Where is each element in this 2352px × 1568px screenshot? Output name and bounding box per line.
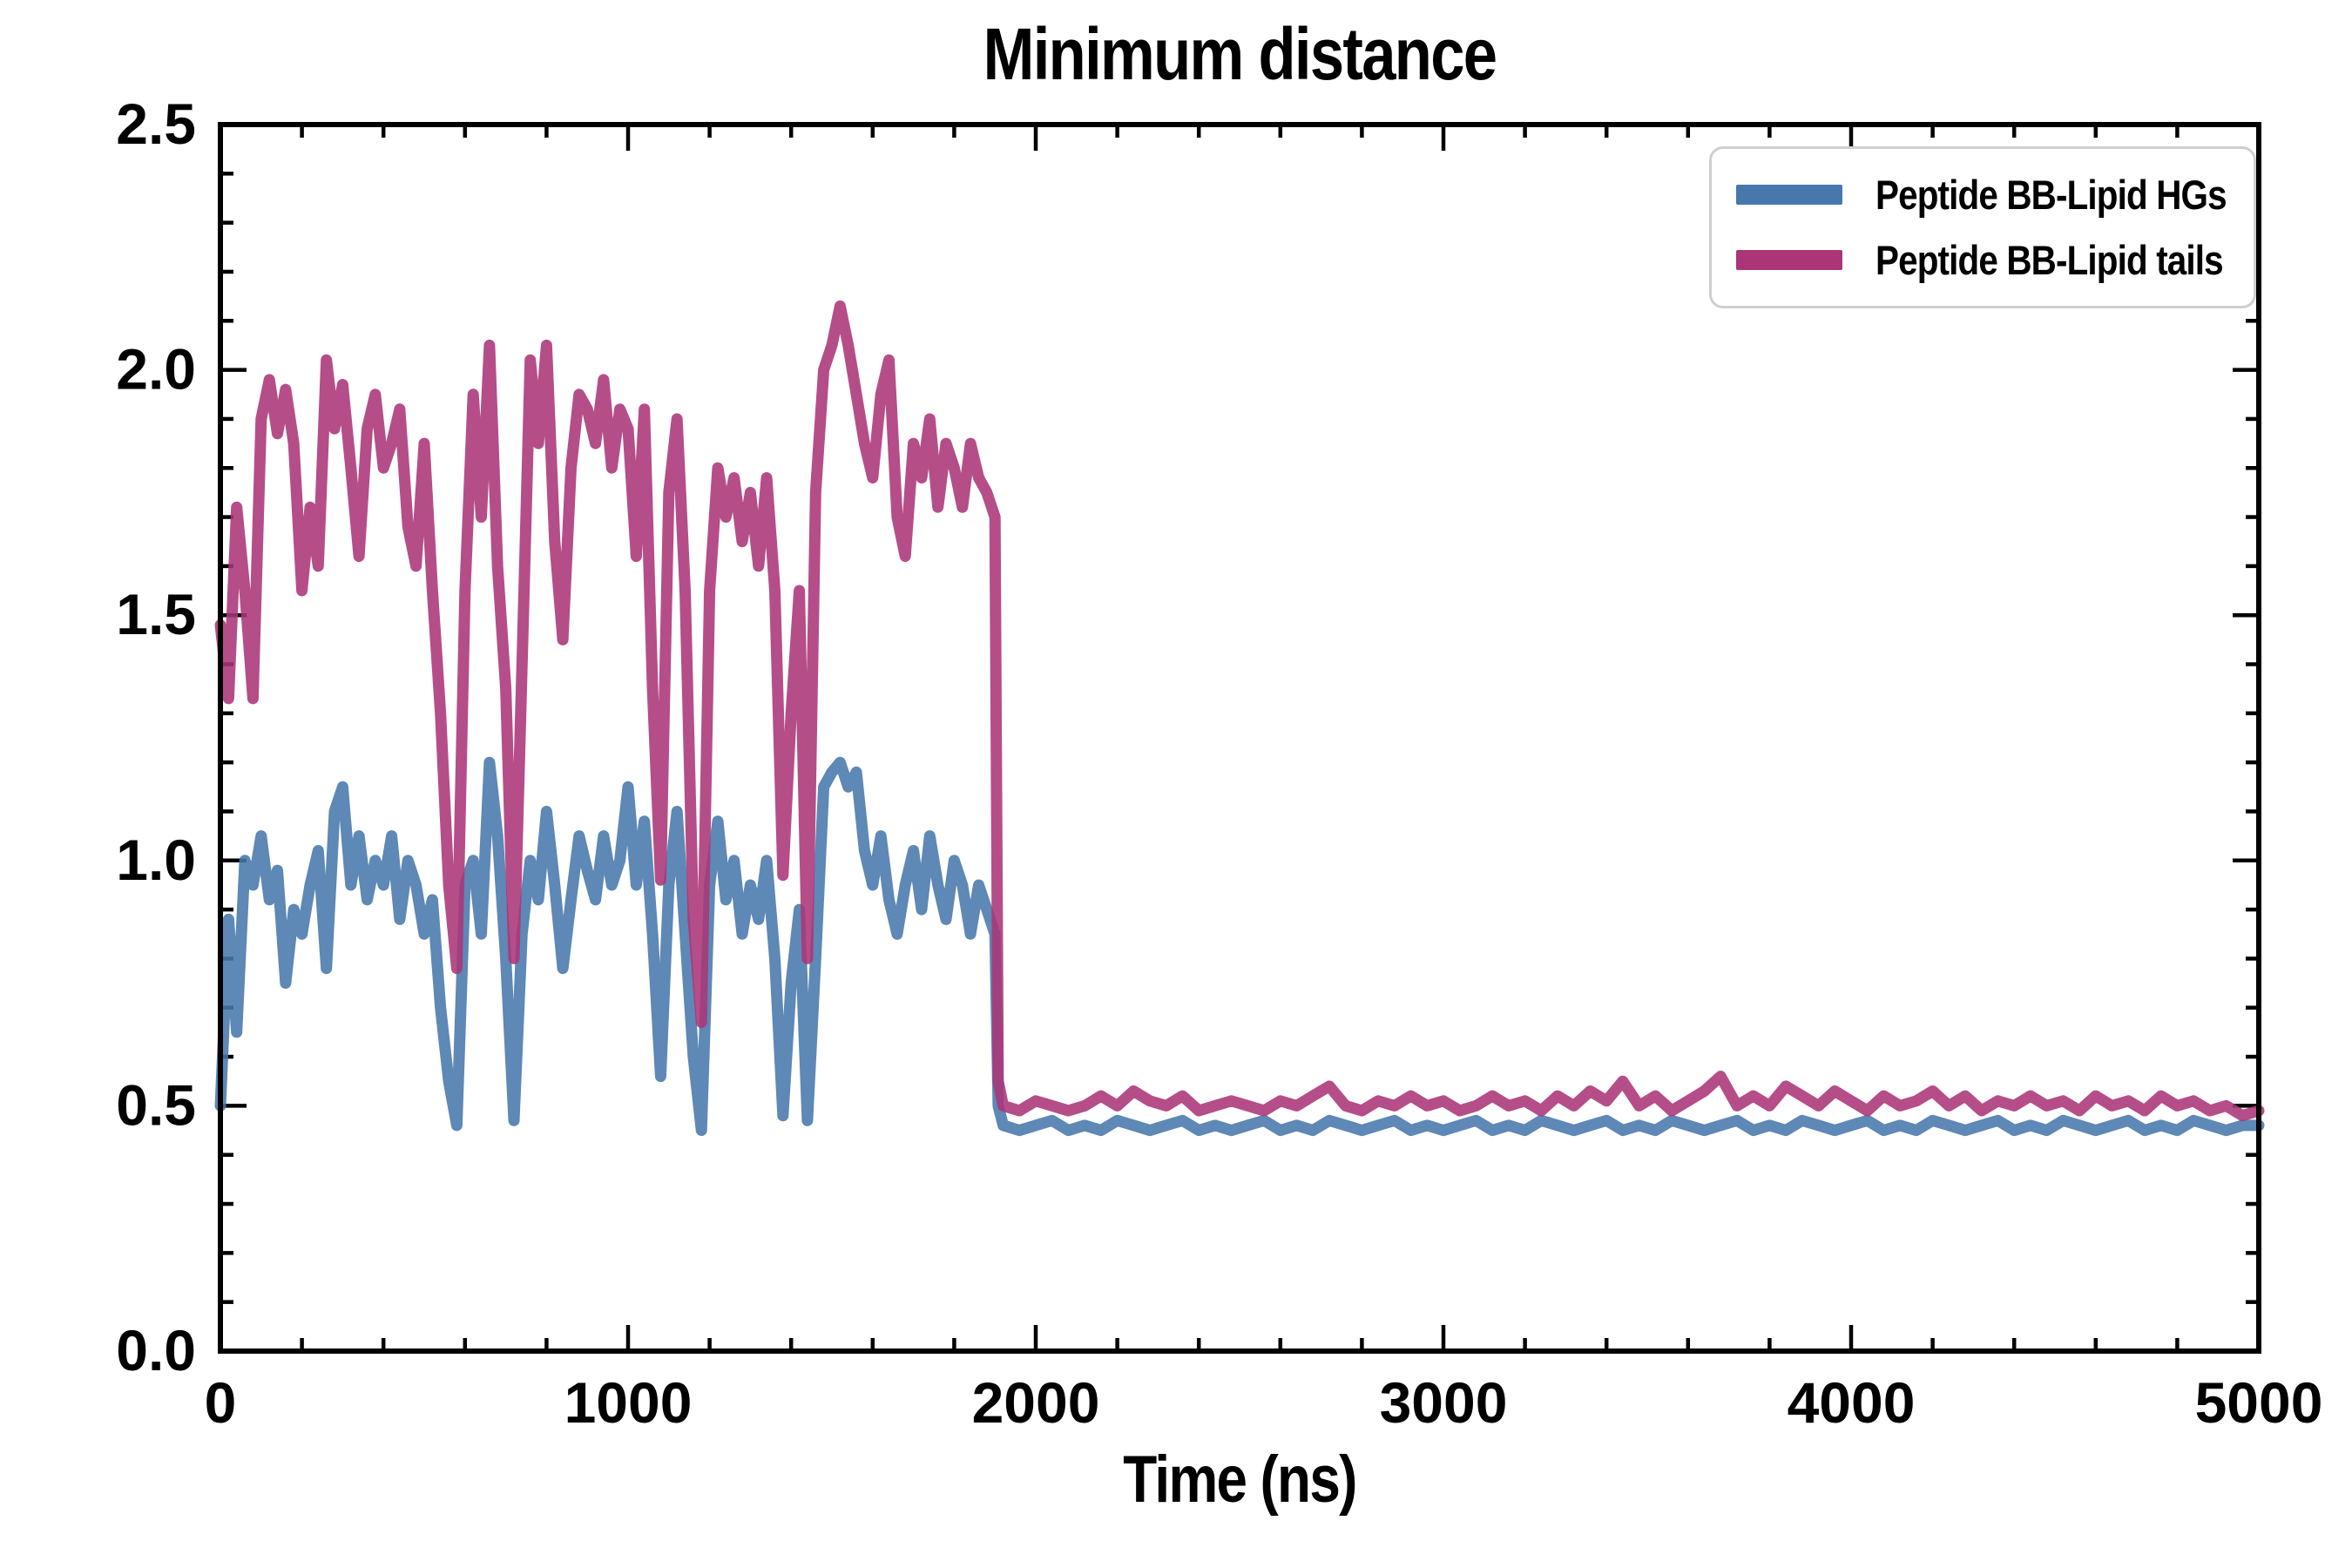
legend-swatch-hgs xyxy=(1736,185,1842,206)
x-tick-label: 1000 xyxy=(564,1370,693,1435)
x-tick-label: 0 xyxy=(205,1370,237,1435)
legend-label-hgs: Peptide BB-Lipid HGs xyxy=(1876,172,2227,219)
line-peptide-bb-lipid-hgs xyxy=(214,756,2265,1137)
y-tick-label: 2.5 xyxy=(116,91,196,156)
x-tick-label: 2000 xyxy=(972,1370,1100,1435)
x-tick-label: 4000 xyxy=(1788,1370,1916,1435)
x-axis-label: Time (ns) xyxy=(1123,1443,1357,1517)
plot-frame xyxy=(218,122,2261,1354)
y-tick-label: 1.5 xyxy=(116,582,196,646)
legend-swatch-tails xyxy=(1736,249,1842,270)
y-tick-label: 1.0 xyxy=(116,828,196,892)
x-tick-label: 5000 xyxy=(2195,1370,2323,1435)
legend-row-tails: Peptide BB-Lipid tails xyxy=(1736,236,2229,284)
y-tick-label: 2.0 xyxy=(116,337,196,402)
legend: Peptide BB-Lipid HGs Peptide BB-Lipid ta… xyxy=(1709,146,2256,308)
y-tick-label: 0.0 xyxy=(116,1318,196,1382)
line-peptide-bb-lipid-tails xyxy=(214,300,2265,1122)
x-tick-label: 3000 xyxy=(1380,1370,1508,1435)
y-tick-label: 0.5 xyxy=(116,1072,196,1137)
chart-title: Minimum distance xyxy=(983,13,1497,95)
legend-label-tails: Peptide BB-Lipid tails xyxy=(1876,236,2224,283)
legend-row-hgs: Peptide BB-Lipid HGs xyxy=(1736,171,2229,219)
